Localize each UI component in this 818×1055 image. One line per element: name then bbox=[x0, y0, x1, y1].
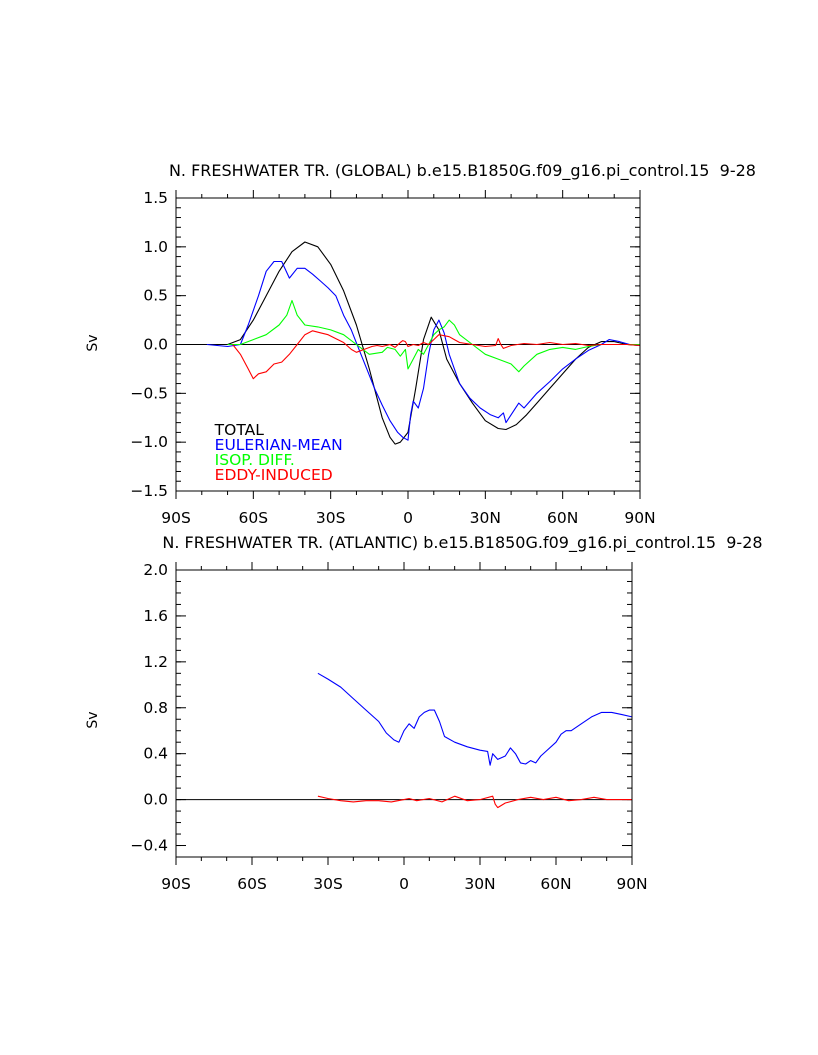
global-x-tick-label: 60N bbox=[547, 509, 578, 527]
global-legend-entry: TOTAL bbox=[214, 421, 265, 439]
global-series-total bbox=[206, 241, 641, 445]
atlantic-x-tick-label: 30N bbox=[464, 875, 495, 893]
global-series-group bbox=[206, 241, 641, 445]
atlantic-y-axis-label: Sv bbox=[85, 711, 101, 728]
global-x-tick-label: 0 bbox=[403, 509, 413, 527]
global-x-tick-label: 90N bbox=[624, 509, 655, 527]
global-x-tick-label: 90S bbox=[161, 509, 191, 527]
atlantic-y-tick-label: 0.8 bbox=[143, 699, 168, 717]
atlantic-plot-frame bbox=[175, 569, 633, 858]
atlantic-y-tick-label: 0.4 bbox=[143, 745, 168, 763]
atlantic-x-tick-label: 60S bbox=[237, 875, 267, 893]
atlantic-x-tick-label: 0 bbox=[399, 875, 409, 893]
atlantic-y-tick-label: 1.2 bbox=[143, 653, 168, 671]
atlantic-x-tick-label: 30S bbox=[313, 875, 343, 893]
atlantic-panel: N. FRESHWATER TR. (ATLANTIC) b.e15.B1850… bbox=[85, 533, 768, 893]
global-legend-entry: EULERIAN-MEAN bbox=[215, 436, 343, 454]
atlantic-y-tick-label: 2.0 bbox=[143, 561, 168, 579]
atlantic-y-tick-label: −0.4 bbox=[130, 837, 168, 855]
global-legend-entry: EDDY-INDUCED bbox=[215, 466, 333, 484]
global-series-isop-diff bbox=[227, 299, 640, 373]
atlantic-chart-title: N. FRESHWATER TR. (ATLANTIC) b.e15.B1850… bbox=[162, 533, 767, 553]
global-y-axis-label: Sv bbox=[85, 334, 101, 351]
atlantic-series-series-0 bbox=[317, 672, 633, 766]
atlantic-axes: −0.4 0.0 0.4 0.8 1.2 1.6 2.0 90S 60S 30S 0 30N 60N 90… bbox=[130, 561, 647, 893]
atlantic-series-series-1 bbox=[317, 795, 632, 809]
atlantic-series-group bbox=[317, 672, 633, 809]
global-series-eulerian-mean bbox=[206, 260, 641, 441]
atlantic-y-tick-label: 0.0 bbox=[143, 791, 168, 809]
global-y-tick-label: −1.0 bbox=[130, 433, 168, 451]
atlantic-x-tick-label: 90N bbox=[616, 875, 647, 893]
global-legend-entry: ISOP. DIFF. bbox=[215, 451, 295, 469]
global-y-tick-label: −1.5 bbox=[130, 482, 168, 500]
global-y-tick-label: −0.5 bbox=[130, 384, 168, 402]
atlantic-x-tick-label: 60N bbox=[540, 875, 571, 893]
global-x-tick-label: 30S bbox=[316, 509, 346, 527]
global-x-tick-label: 30N bbox=[470, 509, 501, 527]
global-y-tick-label: 1.0 bbox=[143, 238, 168, 256]
global-y-tick-label: 0.0 bbox=[143, 336, 168, 354]
global-plot-frame bbox=[175, 197, 641, 492]
atlantic-x-tick-label: 90S bbox=[161, 875, 191, 893]
global-y-tick-label: 0.5 bbox=[143, 287, 168, 305]
global-series-eddy-induced bbox=[232, 330, 641, 380]
global-panel: N. FRESHWATER TR. (GLOBAL) b.e15.B1850G.… bbox=[85, 161, 761, 527]
global-chart-title: N. FRESHWATER TR. (GLOBAL) b.e15.B1850G.… bbox=[169, 161, 761, 181]
global-x-tick-label: 60S bbox=[239, 509, 269, 527]
atlantic-y-tick-label: 1.6 bbox=[143, 607, 168, 625]
global-y-tick-label: 1.5 bbox=[143, 189, 168, 207]
